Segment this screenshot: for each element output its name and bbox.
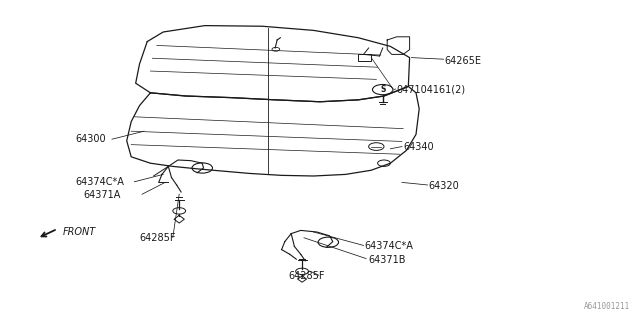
Text: A641001211: A641001211: [584, 302, 630, 311]
Text: S: S: [380, 85, 385, 94]
Text: 64285F: 64285F: [288, 271, 324, 281]
Text: FRONT: FRONT: [63, 227, 96, 237]
Text: 64374C*A: 64374C*A: [76, 177, 124, 188]
Text: 64371B: 64371B: [368, 255, 406, 265]
Text: 047104161(2): 047104161(2): [397, 84, 466, 95]
Text: 64374C*A: 64374C*A: [365, 241, 413, 252]
Text: 64371A: 64371A: [83, 190, 120, 200]
Text: 64265E: 64265E: [445, 56, 482, 66]
Text: 64285F: 64285F: [140, 233, 176, 244]
Text: 64320: 64320: [429, 180, 460, 191]
Text: 64340: 64340: [403, 142, 434, 152]
Bar: [358, 54, 371, 61]
Text: 64300: 64300: [76, 134, 106, 144]
